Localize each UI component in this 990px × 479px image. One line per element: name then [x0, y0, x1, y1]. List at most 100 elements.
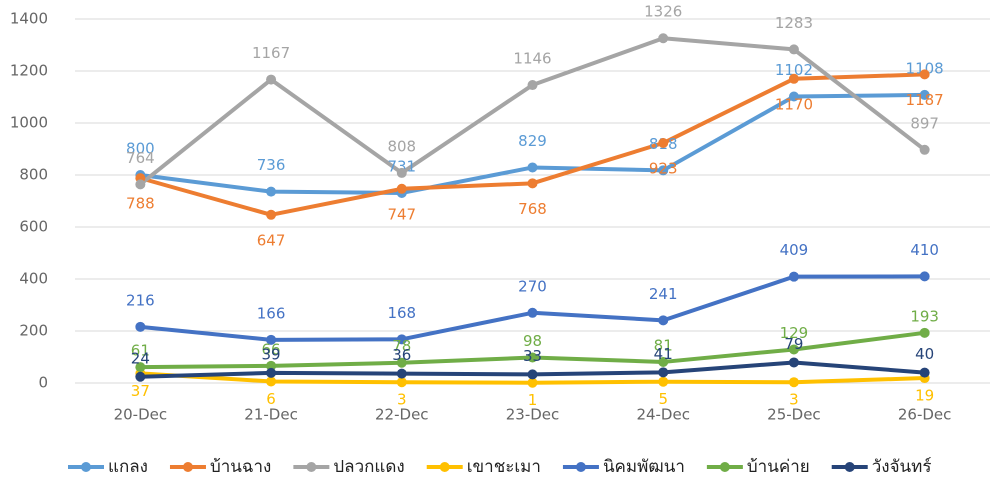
- data-label: 78: [392, 337, 411, 355]
- point: [135, 362, 146, 373]
- point: [527, 307, 538, 318]
- point: [527, 377, 538, 388]
- y-tick-label: 1200: [10, 62, 48, 80]
- point: [266, 186, 277, 197]
- data-label: 37: [131, 382, 150, 400]
- point: [658, 33, 669, 44]
- legend-marker: [81, 462, 91, 472]
- point: [396, 183, 407, 194]
- point: [266, 360, 277, 371]
- data-label: 768: [518, 200, 547, 218]
- point: [788, 357, 799, 368]
- point: [919, 69, 930, 80]
- point: [266, 74, 277, 85]
- x-tick-label: 24-Dec: [636, 406, 690, 424]
- point: [658, 356, 669, 367]
- data-label: 897: [910, 114, 939, 132]
- point: [396, 334, 407, 345]
- point: [788, 377, 799, 388]
- data-label: 1146: [513, 50, 551, 68]
- x-tick-label: 22-Dec: [375, 406, 429, 424]
- y-tick-label: 400: [19, 270, 48, 288]
- legend-marker: [844, 462, 855, 472]
- data-label: 129: [780, 324, 809, 342]
- point: [135, 179, 146, 190]
- data-label: 166: [257, 304, 286, 322]
- x-tick-label: 23-Dec: [506, 406, 560, 424]
- data-label: 800: [126, 140, 155, 158]
- data-label: 241: [649, 285, 678, 303]
- data-label: 6: [266, 390, 276, 408]
- legend-marker: [306, 462, 317, 472]
- point: [919, 367, 930, 378]
- x-tick-label: 26-Dec: [898, 406, 952, 424]
- point: [788, 91, 799, 102]
- point: [396, 368, 407, 379]
- data-label: 647: [257, 231, 286, 249]
- y-tick-label: 1400: [10, 10, 48, 28]
- data-label: 1326: [644, 3, 682, 21]
- point: [788, 44, 799, 55]
- data-label: 3: [397, 391, 407, 409]
- legend-marker: [575, 462, 586, 472]
- data-label: 764: [126, 149, 155, 167]
- data-label: 788: [126, 195, 155, 213]
- point: [527, 162, 538, 173]
- point: [135, 371, 146, 382]
- point: [266, 334, 277, 345]
- legend-marker: [439, 462, 450, 472]
- data-label: 3: [789, 391, 799, 409]
- data-label: 168: [387, 304, 416, 322]
- legend-label: วังจันทร์: [872, 457, 932, 477]
- point: [658, 376, 669, 387]
- data-label: 61: [131, 342, 150, 360]
- point: [919, 89, 930, 100]
- point: [266, 209, 277, 220]
- data-label: 270: [518, 277, 547, 295]
- data-label: 216: [126, 291, 155, 309]
- data-label: 736: [257, 156, 286, 174]
- data-label: 1: [528, 391, 538, 409]
- data-label: 808: [387, 137, 416, 155]
- data-label: 1102: [775, 61, 813, 79]
- data-label: 410: [910, 241, 939, 259]
- point: [135, 321, 146, 332]
- data-label: 66: [262, 340, 281, 358]
- data-label: 1187: [906, 91, 944, 109]
- point: [658, 315, 669, 326]
- data-label: 19: [915, 387, 934, 405]
- data-label: 24: [131, 349, 150, 367]
- point: [919, 144, 930, 155]
- x-tick-label: 20-Dec: [114, 406, 168, 424]
- data-label: 1167: [252, 44, 290, 62]
- point: [266, 367, 277, 378]
- legend-label: แกลง: [108, 457, 148, 477]
- data-label: 41: [654, 345, 673, 363]
- data-label: 731: [387, 157, 416, 175]
- legend-label: ปลวกแดง: [333, 457, 404, 477]
- point: [527, 352, 538, 363]
- data-label: 409: [780, 241, 809, 259]
- legend-marker: [182, 462, 193, 472]
- point: [396, 357, 407, 368]
- legend-label: เขาชะเมา: [467, 457, 541, 477]
- legend-label: บ้านค่าย: [747, 457, 810, 477]
- data-label: 39: [262, 345, 281, 363]
- data-label: 1283: [775, 14, 813, 32]
- point: [919, 271, 930, 282]
- point: [266, 376, 277, 387]
- data-label: 193: [910, 307, 939, 325]
- data-label: 81: [654, 336, 673, 354]
- point: [788, 271, 799, 282]
- point: [527, 80, 538, 91]
- point: [527, 178, 538, 189]
- point: [396, 167, 407, 178]
- y-tick-label: 600: [19, 218, 48, 236]
- x-tick-label: 25-Dec: [767, 406, 821, 424]
- data-label: 1108: [906, 59, 944, 77]
- point: [788, 73, 799, 84]
- point: [527, 369, 538, 380]
- legend-marker: [719, 462, 730, 472]
- data-label: 79: [784, 335, 803, 353]
